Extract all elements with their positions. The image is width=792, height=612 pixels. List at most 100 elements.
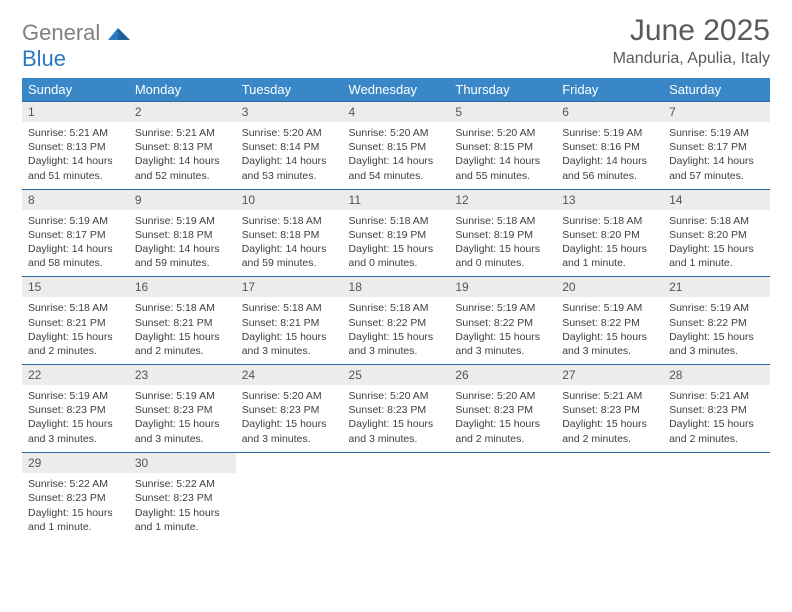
sunrise-value: 5:18 AM: [176, 302, 215, 314]
sunset-label: Sunset:: [28, 492, 64, 504]
calendar-day: 24Sunrise: 5:20 AMSunset: 8:23 PMDayligh…: [236, 364, 343, 452]
sunset-line: Sunset: 8:21 PM: [242, 316, 337, 330]
calendar-day: 18Sunrise: 5:18 AMSunset: 8:22 PMDayligh…: [343, 276, 450, 364]
logo-mark-icon: [108, 26, 130, 45]
day-details: Sunrise: 5:19 AMSunset: 8:23 PMDaylight:…: [129, 385, 236, 452]
sunset-label: Sunset:: [562, 229, 598, 241]
sunrise-label: Sunrise:: [135, 215, 174, 227]
sunrise-line: Sunrise: 5:18 AM: [242, 214, 337, 228]
sunrise-line: Sunrise: 5:20 AM: [455, 389, 550, 403]
sunrise-line: Sunrise: 5:18 AM: [349, 214, 444, 228]
sunrise-value: 5:18 AM: [497, 215, 536, 227]
sunrise-label: Sunrise:: [135, 390, 174, 402]
location: Manduria, Apulia, Italy: [613, 50, 770, 68]
sunrise-line: Sunrise: 5:18 AM: [242, 301, 337, 315]
sunset-value: 8:23 PM: [67, 492, 106, 504]
day-number: 11: [343, 189, 450, 210]
daylight-label: Daylight:: [562, 331, 603, 343]
day-details: Sunrise: 5:21 AMSunset: 8:23 PMDaylight:…: [663, 385, 770, 452]
daylight-label: Daylight:: [349, 155, 390, 167]
sunset-value: 8:18 PM: [173, 229, 212, 241]
sunset-value: 8:20 PM: [708, 229, 747, 241]
calendar-day: 14Sunrise: 5:18 AMSunset: 8:20 PMDayligh…: [663, 189, 770, 277]
sunset-line: Sunset: 8:17 PM: [669, 140, 764, 154]
sunrise-value: 5:18 AM: [604, 215, 643, 227]
daylight-label: Daylight:: [669, 418, 710, 430]
calendar-week: 1Sunrise: 5:21 AMSunset: 8:13 PMDaylight…: [22, 101, 770, 189]
daylight-line: Daylight: 15 hours and 3 minutes.: [242, 330, 337, 358]
day-details: Sunrise: 5:19 AMSunset: 8:23 PMDaylight:…: [22, 385, 129, 452]
daylight-label: Daylight:: [28, 331, 69, 343]
day-number: 1: [22, 101, 129, 122]
sunrise-label: Sunrise:: [349, 302, 388, 314]
sunset-value: 8:22 PM: [387, 317, 426, 329]
calendar-empty: [343, 452, 450, 540]
sunset-value: 8:21 PM: [67, 317, 106, 329]
calendar-day: 28Sunrise: 5:21 AMSunset: 8:23 PMDayligh…: [663, 364, 770, 452]
daylight-label: Daylight:: [242, 331, 283, 343]
sunrise-line: Sunrise: 5:19 AM: [562, 301, 657, 315]
daylight-line: Daylight: 14 hours and 57 minutes.: [669, 154, 764, 182]
sunset-value: 8:20 PM: [601, 229, 640, 241]
title-block: June 2025 Manduria, Apulia, Italy: [613, 14, 770, 68]
sunset-value: 8:19 PM: [494, 229, 533, 241]
day-number: 21: [663, 276, 770, 297]
daylight-label: Daylight:: [135, 243, 176, 255]
weekday-header: Sunday: [22, 78, 129, 101]
sunrise-label: Sunrise:: [562, 302, 601, 314]
sunrise-value: 5:19 AM: [176, 215, 215, 227]
calendar-day: 16Sunrise: 5:18 AMSunset: 8:21 PMDayligh…: [129, 276, 236, 364]
calendar-body: 1Sunrise: 5:21 AMSunset: 8:13 PMDaylight…: [22, 101, 770, 540]
day-details: Sunrise: 5:20 AMSunset: 8:15 PMDaylight:…: [449, 122, 556, 189]
sunset-label: Sunset:: [242, 141, 278, 153]
weekday-header: Thursday: [449, 78, 556, 101]
sunset-line: Sunset: 8:21 PM: [28, 316, 123, 330]
daylight-label: Daylight:: [669, 243, 710, 255]
day-details: Sunrise: 5:20 AMSunset: 8:23 PMDaylight:…: [343, 385, 450, 452]
sunrise-value: 5:22 AM: [176, 478, 215, 490]
daylight-label: Daylight:: [28, 155, 69, 167]
day-details: Sunrise: 5:19 AMSunset: 8:16 PMDaylight:…: [556, 122, 663, 189]
day-details: Sunrise: 5:19 AMSunset: 8:17 PMDaylight:…: [22, 210, 129, 277]
sunset-value: 8:23 PM: [601, 404, 640, 416]
sunset-label: Sunset:: [242, 317, 278, 329]
sunset-label: Sunset:: [28, 317, 64, 329]
sunset-line: Sunset: 8:16 PM: [562, 140, 657, 154]
sunrise-value: 5:19 AM: [497, 302, 536, 314]
sunset-value: 8:17 PM: [708, 141, 747, 153]
month-title: June 2025: [613, 14, 770, 48]
calendar-table: SundayMondayTuesdayWednesdayThursdayFrid…: [22, 78, 770, 540]
sunrise-label: Sunrise:: [669, 390, 708, 402]
daylight-line: Daylight: 15 hours and 3 minutes.: [28, 417, 123, 445]
sunset-line: Sunset: 8:20 PM: [669, 228, 764, 242]
daylight-line: Daylight: 14 hours and 52 minutes.: [135, 154, 230, 182]
sunset-line: Sunset: 8:23 PM: [135, 491, 230, 505]
daylight-line: Daylight: 14 hours and 54 minutes.: [349, 154, 444, 182]
sunset-label: Sunset:: [135, 141, 171, 153]
daylight-label: Daylight:: [562, 418, 603, 430]
day-details: Sunrise: 5:20 AMSunset: 8:23 PMDaylight:…: [449, 385, 556, 452]
sunrise-label: Sunrise:: [349, 215, 388, 227]
sunrise-label: Sunrise:: [28, 127, 67, 139]
daylight-line: Daylight: 14 hours and 56 minutes.: [562, 154, 657, 182]
calendar-day: 5Sunrise: 5:20 AMSunset: 8:15 PMDaylight…: [449, 101, 556, 189]
day-details: Sunrise: 5:21 AMSunset: 8:23 PMDaylight:…: [556, 385, 663, 452]
daylight-label: Daylight:: [242, 243, 283, 255]
weekday-header: Tuesday: [236, 78, 343, 101]
sunrise-label: Sunrise:: [242, 302, 281, 314]
day-number: 30: [129, 452, 236, 473]
sunrise-line: Sunrise: 5:18 AM: [349, 301, 444, 315]
sunset-line: Sunset: 8:20 PM: [562, 228, 657, 242]
sunset-label: Sunset:: [455, 229, 491, 241]
sunrise-label: Sunrise:: [455, 390, 494, 402]
day-details: Sunrise: 5:18 AMSunset: 8:21 PMDaylight:…: [22, 297, 129, 364]
sunrise-value: 5:18 AM: [283, 302, 322, 314]
sunrise-label: Sunrise:: [242, 215, 281, 227]
sunset-label: Sunset:: [349, 404, 385, 416]
day-number: 20: [556, 276, 663, 297]
sunrise-line: Sunrise: 5:19 AM: [669, 126, 764, 140]
day-number: 14: [663, 189, 770, 210]
calendar-day: 4Sunrise: 5:20 AMSunset: 8:15 PMDaylight…: [343, 101, 450, 189]
sunset-label: Sunset:: [669, 317, 705, 329]
daylight-line: Daylight: 15 hours and 3 minutes.: [242, 417, 337, 445]
